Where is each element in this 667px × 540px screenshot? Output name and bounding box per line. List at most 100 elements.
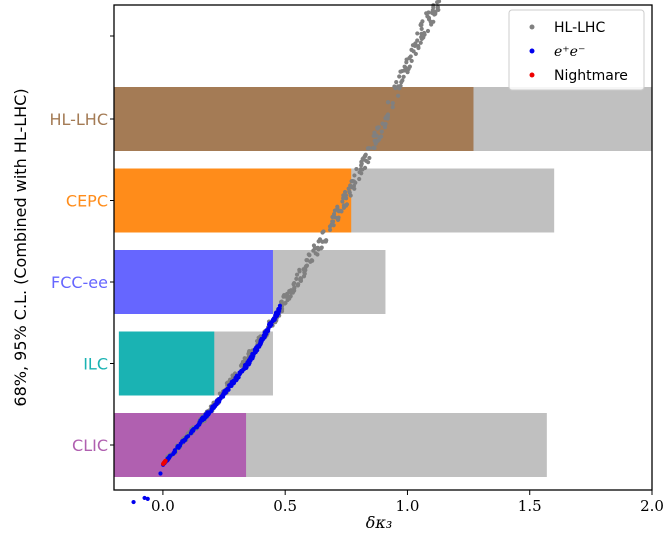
scatter-point (416, 45, 421, 51)
legend-label-ee: e⁺e⁻ (554, 44, 585, 60)
scatter-point (195, 423, 200, 428)
scatter-point (419, 21, 424, 26)
scatter-point (342, 189, 348, 195)
scatter-point (379, 134, 384, 139)
scatter-series-nightmare (160, 458, 168, 467)
scatter-point (259, 339, 264, 344)
scatter-point (428, 19, 433, 24)
scatter-point (229, 383, 234, 389)
scatter-point (163, 458, 168, 464)
scatter-point (419, 35, 424, 40)
scatter-point (415, 31, 420, 36)
scatter-point (315, 252, 320, 257)
scatter-point (359, 163, 364, 168)
scatter-point (333, 215, 338, 220)
scatter-point (229, 380, 234, 385)
scatter-point (403, 65, 409, 71)
scatter-point (292, 280, 297, 286)
x-axis-label: δκ₃ (366, 513, 393, 532)
category-label-clic: CLIC (72, 436, 108, 455)
scatter-point (413, 41, 418, 46)
legend-marker-ee (529, 48, 535, 54)
category-label-ilc: ILC (83, 355, 108, 374)
bar-68-ilc (118, 331, 215, 396)
scatter-point (338, 208, 343, 213)
scatter-point (312, 246, 317, 251)
scatter-point (348, 183, 353, 188)
scatter-points-group (131, 0, 442, 505)
scatter-point (285, 293, 290, 298)
scatter-point (267, 321, 272, 326)
scatter-point (390, 101, 395, 106)
scatter-point (316, 247, 321, 252)
x-tick-label-1: 0.5 (273, 497, 297, 515)
scatter-point (367, 155, 372, 161)
scatter-point (302, 267, 307, 272)
scatter-point (327, 227, 333, 232)
scatter-point (244, 364, 249, 370)
category-label-fcc-ee: FCC-ee (51, 273, 108, 292)
scatter-point (379, 129, 384, 134)
scatter-point (198, 418, 203, 423)
scatter-point (422, 32, 427, 37)
scatter-point (426, 15, 432, 20)
x-tick-label-3: 1.5 (518, 497, 542, 515)
scatter-point (376, 125, 381, 130)
scatter-point (408, 54, 413, 59)
legend-label-hl-lhc: HL-LHC (554, 20, 605, 36)
scatter-point (347, 189, 352, 194)
scatter-point (364, 158, 369, 163)
scatter-point (411, 49, 416, 54)
scatter-point (301, 274, 307, 279)
scatter-point (401, 74, 406, 79)
scatter-point (397, 85, 402, 90)
scatter-point (287, 296, 292, 301)
scatter-point (321, 229, 326, 234)
scatter-point (424, 11, 429, 16)
scatter-point (371, 145, 376, 150)
scatter-point (433, 11, 438, 16)
scatter-point (362, 165, 368, 171)
scatter-point (277, 303, 283, 308)
scatter-point (331, 223, 336, 228)
scatter-point (331, 219, 336, 224)
scatter-point (340, 199, 345, 204)
scatter-point (343, 203, 349, 208)
category-labels-group: HL-LHC CEPC FCC-ee ILC CLIC (49, 110, 108, 455)
scatter-point (361, 156, 366, 161)
scatter-point (304, 257, 309, 263)
scatter-point (396, 93, 401, 98)
scatter-point (407, 64, 412, 69)
category-label-hl-lhc: HL-LHC (49, 110, 108, 129)
scatter-point (322, 239, 327, 244)
scatter-point (425, 28, 431, 34)
scatter-point (202, 416, 207, 422)
scatter-point (272, 316, 277, 321)
scatter-point (398, 69, 403, 74)
category-label-cepc: CEPC (66, 192, 108, 211)
scatter-point (363, 152, 368, 157)
legend-marker-nightmare (529, 72, 535, 78)
scatter-point (294, 272, 300, 277)
scatter-point (190, 427, 195, 433)
bar-68-cepc (114, 168, 352, 233)
scatter-point (181, 439, 186, 444)
scatter-point (172, 450, 177, 455)
scatter-point (145, 496, 150, 501)
scatter-point (265, 328, 270, 334)
scatter-point (206, 412, 211, 417)
scatter-point (372, 130, 377, 135)
scatter-point (354, 166, 359, 172)
scatter-point (306, 252, 311, 257)
scatter-point (211, 405, 216, 410)
scatter-point (252, 348, 257, 353)
scatter-point (168, 453, 173, 458)
scatter-point (218, 396, 223, 401)
scatter-point (317, 237, 323, 242)
scatter-point (308, 259, 313, 264)
scatter-point (282, 301, 287, 306)
scatter-point (436, 0, 442, 4)
scatter-point (203, 412, 208, 417)
scatter-point (297, 269, 302, 274)
scatter-point (374, 133, 379, 138)
